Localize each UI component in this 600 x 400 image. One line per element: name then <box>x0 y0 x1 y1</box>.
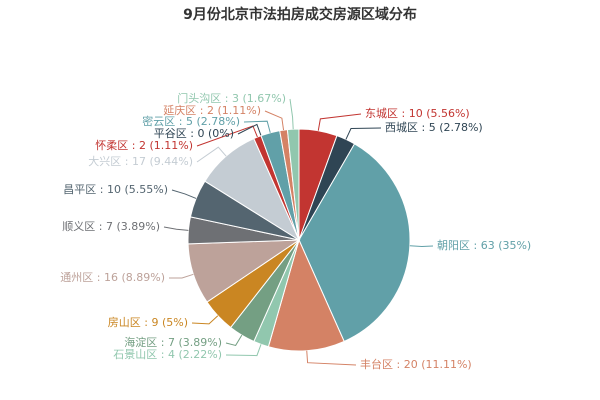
leader-line <box>163 226 189 231</box>
slice-label: 大兴区 : 17 (9.44%) <box>88 154 193 168</box>
leader-line <box>191 315 219 325</box>
chart-title: 9月份北京市法拍房成交房源区域分布 <box>183 6 417 23</box>
pie-slice <box>267 238 345 352</box>
slice-label: 西城区 : 5 (2.78%) <box>385 121 483 134</box>
slice-label: 朝阳区 : 63 (35%) <box>437 239 531 252</box>
leader-line <box>237 123 262 136</box>
leader-line <box>306 350 357 366</box>
leader-line <box>243 120 271 133</box>
slice-label: 平谷区 : 0 (0%) <box>154 127 234 140</box>
slice-label: 门头沟区 : 3 (1.67%) <box>177 91 286 105</box>
leader-line <box>225 344 262 357</box>
leader-line <box>196 146 227 163</box>
slice-label: 顺义区 : 7 (3.89%) <box>62 220 160 233</box>
slice-label: 海淀区 : 7 (3.89%) <box>124 335 222 349</box>
leader-line <box>345 127 382 140</box>
slice-label: 石景山区 : 4 (2.22%) <box>113 348 222 361</box>
slice-label: 房山区 : 9 (5%) <box>108 316 188 329</box>
slice-label: 怀柔区 : 2 (1.11%) <box>95 139 193 152</box>
slice-label: 密云区 : 5 (2.78%) <box>142 114 240 128</box>
leader-line <box>317 113 362 131</box>
leader-line <box>289 98 294 130</box>
leader-line <box>171 189 197 199</box>
slice-label: 昌平区 : 10 (5.55%) <box>63 183 168 196</box>
leader-line <box>264 110 285 131</box>
slice-label: 通州区 : 16 (8.89%) <box>60 271 165 284</box>
leader-line <box>225 334 243 347</box>
leader-line <box>409 245 434 247</box>
slice-label: 延庆区 : 2 (1.11%) <box>163 103 261 117</box>
slice-label: 东城区 : 10 (5.56%) <box>365 107 470 120</box>
slice-label: 丰台区 : 20 (11.11%) <box>360 357 472 371</box>
leader-line <box>168 273 194 279</box>
